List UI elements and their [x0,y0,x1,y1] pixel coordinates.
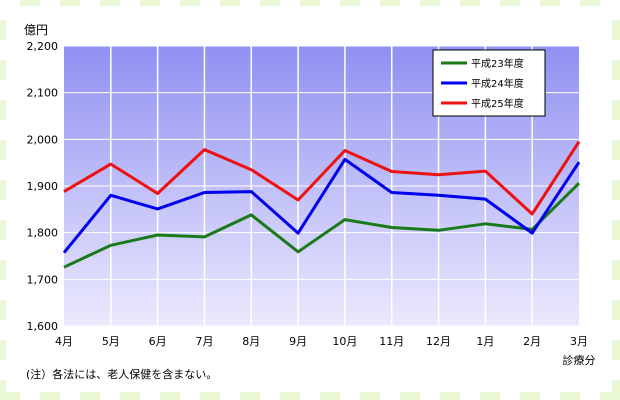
footnote: (注）各法には、老人保健を含まない。 [26,368,218,381]
y-tick-label: 2,200 [27,40,59,53]
x-tick-label: 4月 [55,335,73,348]
y-tick-label: 1,600 [27,320,59,333]
x-tick-label: 8月 [242,335,260,348]
gridlines [64,45,579,327]
y-axis-unit-label: 億円 [24,23,48,37]
x-tick-label: 7月 [195,335,213,348]
legend-label: 平成25年度 [471,97,524,110]
x-tick-label: 1月 [476,335,494,348]
legend-label: 平成23年度 [471,57,524,70]
x-tick-label: 10月 [332,335,357,348]
y-tick-label: 2,100 [27,87,59,100]
series-line [63,140,581,216]
x-tick-label: 12月 [426,335,451,348]
y-tick-label: 2,000 [27,133,59,146]
legend-label: 平成24年度 [471,77,524,90]
axes: 1,600 1,700 1,800 1,900 2,000 2,100 2,200 4月 5月 6… [27,40,596,367]
x-tick-label: 5月 [102,335,120,348]
y-tick-label: 1,800 [27,227,59,240]
series-line [62,157,581,254]
chart-container: 億円 1,600 1,700 1,800 1,900 2,000 2,100 2,200 4月… [6,6,612,392]
x-axis-suffix-label: 診療分 [563,353,596,367]
series-lines [62,140,581,269]
x-tick-label: 2月 [523,335,541,348]
x-tick-label: 6月 [149,335,167,348]
series-line [63,182,581,269]
x-tick-label: 11月 [379,335,404,348]
y-tick-label: 1,900 [27,180,59,193]
x-tick-label: 3月 [570,335,588,348]
x-tick-label: 9月 [289,335,307,348]
line-chart: 億円 1,600 1,700 1,800 1,900 2,000 2,100 2,200 4月… [24,23,596,367]
y-tick-label: 1,700 [27,273,59,286]
